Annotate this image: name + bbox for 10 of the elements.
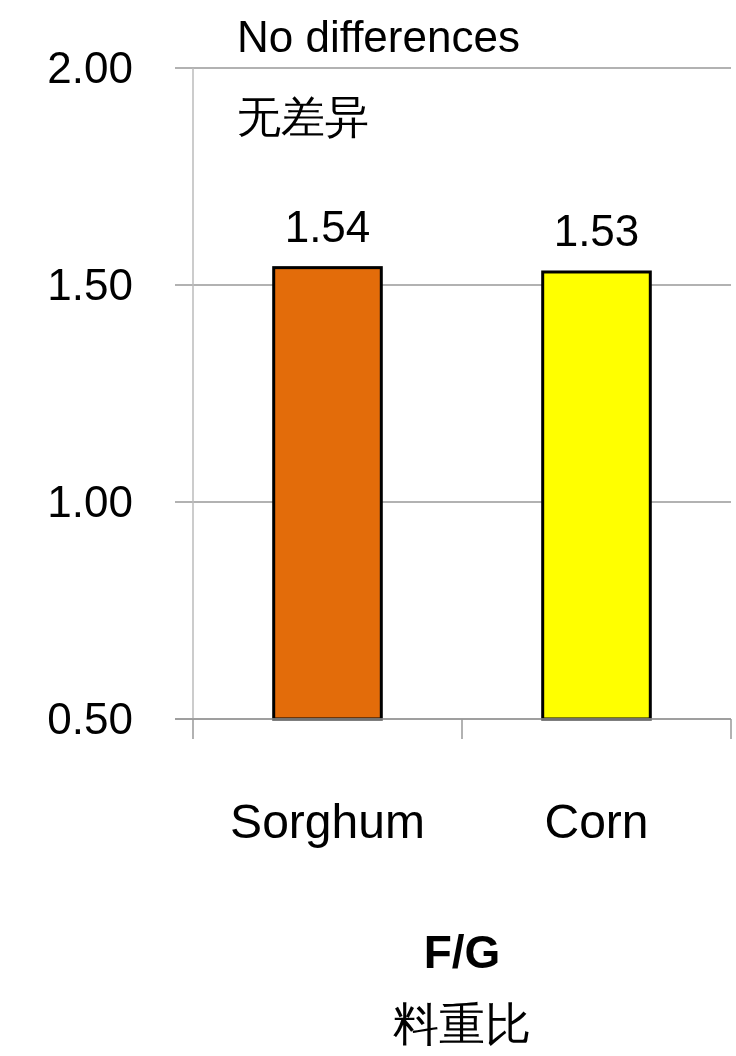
data-label: 1.54 (284, 201, 371, 251)
y-tick-label: 1.50 (47, 260, 133, 309)
x-tick-label: Sorghum (230, 795, 425, 848)
annotation: No differences 无差异 (237, 12, 520, 141)
x-tick-label: Corn (544, 795, 649, 848)
y-tick-label: 0.50 (47, 694, 133, 743)
data-label: 1.53 (553, 205, 640, 255)
y-tick-label: 2.00 (47, 43, 133, 92)
x-axis-title: F/G 料重比 (393, 926, 531, 1050)
y-tick-label: 1.00 (47, 477, 133, 526)
